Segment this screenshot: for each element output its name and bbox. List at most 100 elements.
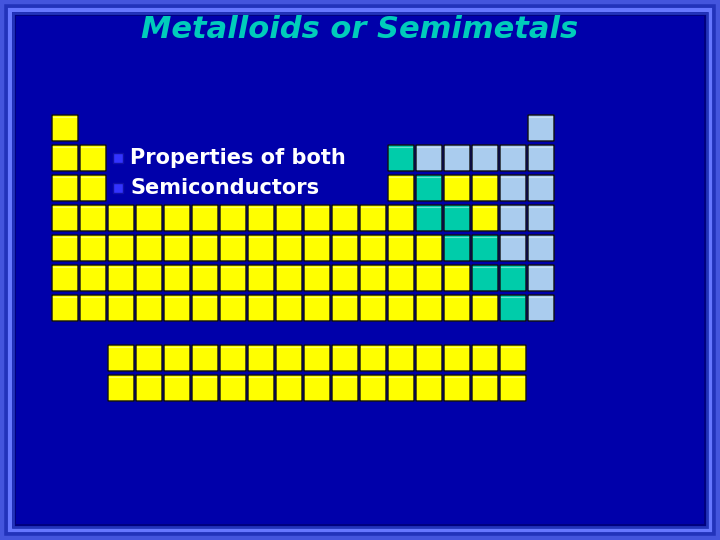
FancyBboxPatch shape xyxy=(136,295,162,321)
FancyBboxPatch shape xyxy=(472,175,498,201)
FancyBboxPatch shape xyxy=(304,265,330,291)
FancyBboxPatch shape xyxy=(108,345,134,371)
FancyBboxPatch shape xyxy=(388,175,414,201)
FancyBboxPatch shape xyxy=(416,295,442,321)
FancyBboxPatch shape xyxy=(500,235,526,261)
FancyBboxPatch shape xyxy=(360,235,386,261)
FancyBboxPatch shape xyxy=(108,235,134,261)
FancyBboxPatch shape xyxy=(276,295,302,321)
FancyBboxPatch shape xyxy=(444,235,470,261)
FancyBboxPatch shape xyxy=(472,375,498,401)
FancyBboxPatch shape xyxy=(416,345,442,371)
FancyBboxPatch shape xyxy=(52,295,78,321)
FancyBboxPatch shape xyxy=(136,345,162,371)
FancyBboxPatch shape xyxy=(304,235,330,261)
FancyBboxPatch shape xyxy=(388,205,414,231)
Text: Semiconductors: Semiconductors xyxy=(130,178,319,198)
FancyBboxPatch shape xyxy=(332,345,358,371)
FancyBboxPatch shape xyxy=(192,235,218,261)
FancyBboxPatch shape xyxy=(248,375,274,401)
FancyBboxPatch shape xyxy=(52,115,78,141)
FancyBboxPatch shape xyxy=(444,295,470,321)
FancyBboxPatch shape xyxy=(108,295,134,321)
Bar xyxy=(113,153,123,163)
FancyBboxPatch shape xyxy=(248,295,274,321)
FancyBboxPatch shape xyxy=(164,235,190,261)
Text: Metalloids or Semimetals: Metalloids or Semimetals xyxy=(141,16,579,44)
FancyBboxPatch shape xyxy=(220,295,246,321)
FancyBboxPatch shape xyxy=(332,205,358,231)
FancyBboxPatch shape xyxy=(192,295,218,321)
FancyBboxPatch shape xyxy=(164,375,190,401)
FancyBboxPatch shape xyxy=(472,345,498,371)
FancyBboxPatch shape xyxy=(528,295,554,321)
FancyBboxPatch shape xyxy=(220,205,246,231)
FancyBboxPatch shape xyxy=(332,375,358,401)
FancyBboxPatch shape xyxy=(220,265,246,291)
FancyBboxPatch shape xyxy=(248,205,274,231)
FancyBboxPatch shape xyxy=(52,235,78,261)
FancyBboxPatch shape xyxy=(108,375,134,401)
FancyBboxPatch shape xyxy=(416,265,442,291)
FancyBboxPatch shape xyxy=(472,265,498,291)
FancyBboxPatch shape xyxy=(500,205,526,231)
FancyBboxPatch shape xyxy=(80,235,106,261)
FancyBboxPatch shape xyxy=(388,265,414,291)
FancyBboxPatch shape xyxy=(472,205,498,231)
FancyBboxPatch shape xyxy=(192,265,218,291)
FancyBboxPatch shape xyxy=(528,235,554,261)
FancyBboxPatch shape xyxy=(360,295,386,321)
FancyBboxPatch shape xyxy=(444,175,470,201)
FancyBboxPatch shape xyxy=(472,295,498,321)
FancyBboxPatch shape xyxy=(360,265,386,291)
Bar xyxy=(113,183,123,193)
FancyBboxPatch shape xyxy=(108,265,134,291)
FancyBboxPatch shape xyxy=(304,205,330,231)
FancyBboxPatch shape xyxy=(248,345,274,371)
FancyBboxPatch shape xyxy=(500,265,526,291)
FancyBboxPatch shape xyxy=(136,205,162,231)
FancyBboxPatch shape xyxy=(192,345,218,371)
FancyBboxPatch shape xyxy=(164,265,190,291)
FancyBboxPatch shape xyxy=(416,145,442,171)
FancyBboxPatch shape xyxy=(416,235,442,261)
FancyBboxPatch shape xyxy=(276,375,302,401)
FancyBboxPatch shape xyxy=(220,375,246,401)
FancyBboxPatch shape xyxy=(360,375,386,401)
FancyBboxPatch shape xyxy=(472,145,498,171)
FancyBboxPatch shape xyxy=(248,235,274,261)
FancyBboxPatch shape xyxy=(136,265,162,291)
FancyBboxPatch shape xyxy=(360,205,386,231)
FancyBboxPatch shape xyxy=(304,375,330,401)
FancyBboxPatch shape xyxy=(304,345,330,371)
FancyBboxPatch shape xyxy=(192,375,218,401)
FancyBboxPatch shape xyxy=(388,235,414,261)
FancyBboxPatch shape xyxy=(388,145,414,171)
FancyBboxPatch shape xyxy=(80,205,106,231)
FancyBboxPatch shape xyxy=(80,265,106,291)
FancyBboxPatch shape xyxy=(444,375,470,401)
FancyBboxPatch shape xyxy=(416,175,442,201)
FancyBboxPatch shape xyxy=(276,265,302,291)
FancyBboxPatch shape xyxy=(304,295,330,321)
FancyBboxPatch shape xyxy=(220,235,246,261)
FancyBboxPatch shape xyxy=(416,375,442,401)
FancyBboxPatch shape xyxy=(276,205,302,231)
FancyBboxPatch shape xyxy=(136,375,162,401)
FancyBboxPatch shape xyxy=(500,175,526,201)
FancyBboxPatch shape xyxy=(52,205,78,231)
FancyBboxPatch shape xyxy=(444,145,470,171)
FancyBboxPatch shape xyxy=(528,175,554,201)
FancyBboxPatch shape xyxy=(248,265,274,291)
FancyBboxPatch shape xyxy=(528,205,554,231)
FancyBboxPatch shape xyxy=(500,375,526,401)
FancyBboxPatch shape xyxy=(360,345,386,371)
FancyBboxPatch shape xyxy=(80,175,106,201)
FancyBboxPatch shape xyxy=(500,345,526,371)
FancyBboxPatch shape xyxy=(52,265,78,291)
FancyBboxPatch shape xyxy=(192,205,218,231)
FancyBboxPatch shape xyxy=(332,295,358,321)
FancyBboxPatch shape xyxy=(528,145,554,171)
FancyBboxPatch shape xyxy=(276,345,302,371)
FancyBboxPatch shape xyxy=(332,235,358,261)
